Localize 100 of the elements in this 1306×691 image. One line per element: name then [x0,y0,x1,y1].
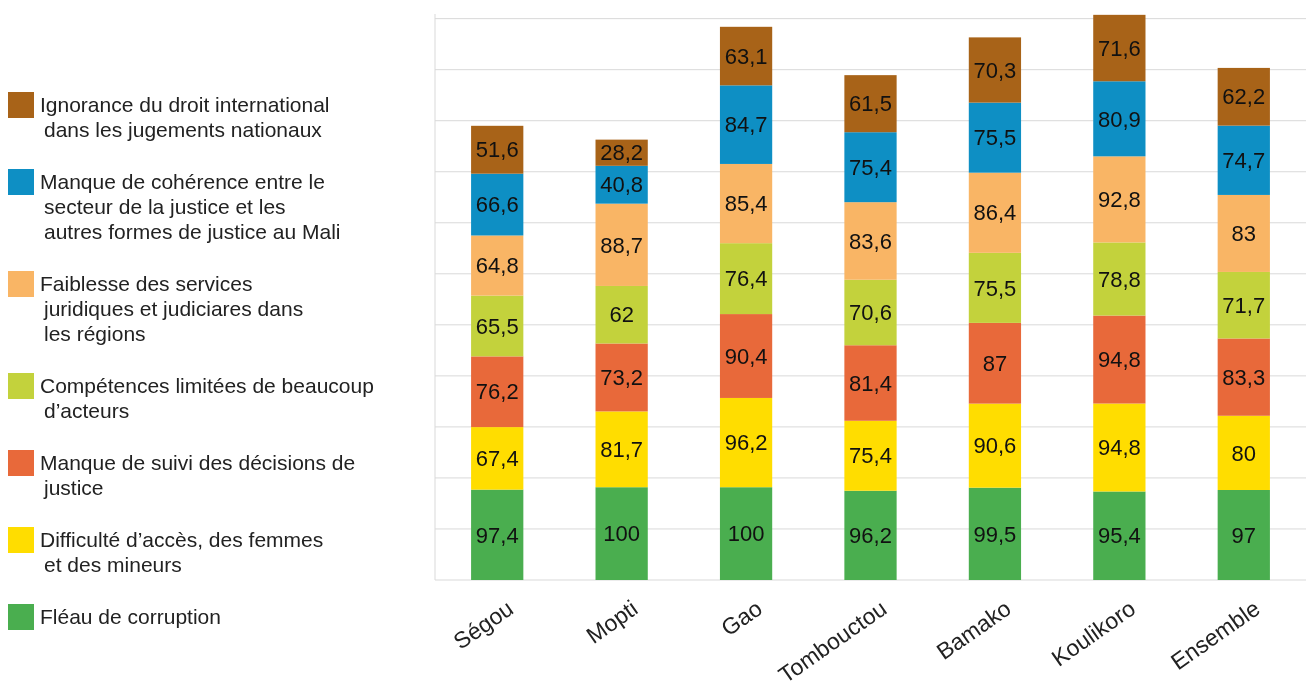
bar [968,37,1022,103]
bar [844,279,897,346]
data-label: 62,2 [1222,84,1266,110]
bar [844,202,897,280]
bar [1093,242,1146,316]
data-label: 95,4 [1097,523,1141,549]
bar [1217,125,1270,195]
data-label: 71,7 [1222,292,1266,318]
bar [719,314,773,398]
data-label: 83,6 [849,228,892,254]
bar [1093,14,1146,82]
bar [844,420,897,491]
bar [1093,491,1146,580]
bar [595,203,648,286]
bar [1217,194,1270,272]
data-label: 94,8 [1097,435,1141,461]
bar [595,411,648,488]
bar [1217,67,1270,126]
bar [968,487,1022,580]
bar [471,235,524,296]
data-label: 63,1 [724,43,768,69]
data-label: 80 [1231,440,1257,466]
legend-label: Ignorance du droit international dans les jugements nationaux [40,93,330,141]
bar [595,343,648,412]
bar [844,132,897,203]
bar [471,427,524,490]
legend-label: Compétences limitées de beaucoup d’acteurs [40,374,374,422]
bar [719,397,773,488]
data-label: 90,6 [973,433,1017,459]
data-label: 73,2 [600,365,644,391]
bar [471,356,524,428]
data-label: 40,8 [600,172,644,198]
bar [595,487,648,580]
data-label: 62 [609,302,634,328]
data-label: 74,7 [1222,147,1266,173]
bar [1093,81,1146,157]
bar [1093,403,1146,492]
data-label: 87 [982,350,1008,376]
data-label: 81,4 [849,370,892,396]
data-label: 88,7 [600,232,644,258]
data-label: 94,8 [1097,347,1141,373]
data-label: 67,4 [475,446,519,472]
bar [844,75,897,133]
x-tick-label: Gao [716,594,767,642]
data-label: 71,6 [1097,35,1141,61]
bar [1093,315,1146,404]
data-label: 100 [603,521,640,547]
data-label: 92,8 [1097,187,1141,213]
data-label: 75,4 [849,443,892,469]
data-label: 66,6 [475,192,519,218]
bar [719,243,773,315]
data-label: 83 [1231,221,1257,247]
bar [968,102,1022,173]
data-label: 96,2 [849,523,892,549]
data-label: 96,2 [724,430,768,456]
data-label: 51,6 [475,137,519,163]
data-label: 80,9 [1097,106,1141,132]
bar [1217,490,1270,580]
data-label: 64,8 [475,253,519,279]
data-label: 90,4 [724,343,768,369]
data-label: 84,7 [724,112,768,138]
data-label: 83,3 [1222,364,1266,390]
data-label: 75,5 [973,275,1017,301]
bar [595,285,648,344]
data-label: 76,4 [724,266,768,292]
bar [719,163,773,244]
legend-label: Fléau de corruption [40,605,221,628]
data-label: 86,4 [973,200,1017,226]
data-label: 75,5 [973,125,1017,151]
data-label: 75,4 [849,154,892,180]
data-label: 97 [1231,522,1257,548]
data-label: 85,4 [724,191,768,217]
bar [1217,338,1270,416]
bar [844,490,897,580]
bar [471,489,524,580]
bar [719,487,773,580]
data-label: 99,5 [973,521,1017,547]
data-label: 97,4 [475,522,519,548]
data-label: 61,5 [849,91,892,117]
data-label: 78,8 [1097,266,1141,292]
data-label: 81,7 [600,437,644,463]
legend-label: Manque de suivi des décisions de justice [40,451,356,499]
data-label: 70,3 [973,57,1017,83]
bar [968,172,1022,253]
bar [968,252,1022,323]
data-label: 65,5 [475,313,519,339]
bar [968,403,1022,488]
bar [1217,415,1270,490]
legend-label: Faiblesse des services juridiques et judiciares dans les régions [40,272,304,345]
data-label: 70,6 [849,300,892,326]
bar [968,322,1022,404]
data-label: 76,2 [475,379,519,405]
data-label: 28,2 [600,140,644,166]
bar [1217,271,1270,339]
data-label: 100 [727,521,765,547]
bar [844,345,897,421]
bar [719,85,773,164]
legend-label: Difficulté d’accès, des femmes et des mineurs [40,528,324,576]
bar [1093,156,1146,243]
legend-label: Manque de cohérence entre le secteur de la justice et les autres formes de justice au Mali [40,170,341,243]
